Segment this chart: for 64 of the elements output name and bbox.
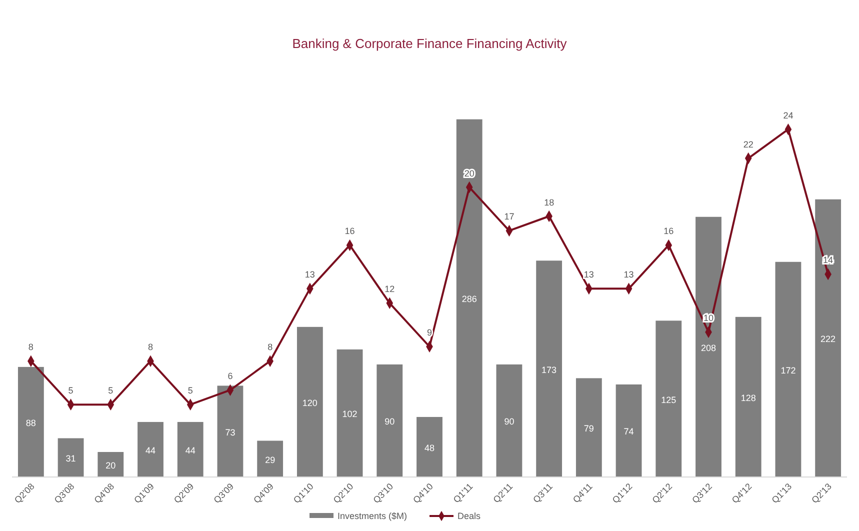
data-label: 79 xyxy=(584,424,594,434)
data-label: 9 xyxy=(426,328,432,338)
data-label: 20 xyxy=(106,460,116,470)
data-label: 6 xyxy=(228,371,233,382)
data-label: 125 xyxy=(661,394,676,405)
data-label: 24 xyxy=(783,110,794,120)
bar xyxy=(376,364,403,477)
bar xyxy=(58,438,84,477)
legend-label: Deals xyxy=(458,511,482,521)
data-label: 5 xyxy=(188,386,193,396)
data-label: 16 xyxy=(344,226,355,236)
bar xyxy=(336,349,363,477)
data-label: 16 xyxy=(664,226,674,236)
bar xyxy=(257,440,284,477)
data-label: 102 xyxy=(342,409,358,420)
data-label: 172 xyxy=(780,365,796,376)
data-label: 90 xyxy=(384,416,395,427)
data-label: 74 xyxy=(624,426,634,437)
data-label: 13 xyxy=(624,270,634,280)
bar xyxy=(616,384,642,477)
data-label: 12 xyxy=(384,284,395,294)
bar xyxy=(536,260,562,477)
data-label: 18 xyxy=(544,197,554,208)
data-label: 13 xyxy=(584,270,594,280)
bar xyxy=(217,386,244,477)
bar xyxy=(496,364,522,477)
bar xyxy=(775,262,802,477)
data-label: 222 xyxy=(820,334,836,344)
data-label: 5 xyxy=(68,386,74,396)
bar xyxy=(456,119,482,477)
data-label: 120 xyxy=(302,398,318,408)
data-label: 13 xyxy=(304,270,315,280)
data-label: 128 xyxy=(740,392,756,403)
bar xyxy=(138,422,164,477)
data-label: 44 xyxy=(145,445,156,456)
data-label: 90 xyxy=(504,416,514,427)
bar xyxy=(416,416,442,477)
data-label: 29 xyxy=(265,454,276,465)
bar xyxy=(98,452,124,477)
data-label: 44 xyxy=(185,445,196,456)
data-label: 22 xyxy=(743,139,754,150)
data-label: 73 xyxy=(225,427,236,438)
data-label: 8 xyxy=(268,342,273,352)
data-label: 208 xyxy=(700,342,716,353)
data-label: 48 xyxy=(424,442,435,453)
legend-label: Investments ($M) xyxy=(338,511,408,521)
data-label: 88 xyxy=(26,418,36,428)
data-label: 286 xyxy=(462,294,477,304)
bar xyxy=(815,199,842,477)
data-label: 17 xyxy=(504,212,514,222)
data-label: 20 xyxy=(464,168,474,178)
bar xyxy=(735,316,762,477)
bar xyxy=(576,378,602,477)
data-label: 173 xyxy=(542,364,557,375)
bar xyxy=(696,216,722,477)
bar xyxy=(296,326,323,477)
data-label: 5 xyxy=(108,386,114,396)
bar xyxy=(656,320,682,477)
bar xyxy=(177,422,204,477)
data-label: 8 xyxy=(28,342,34,352)
data-label: 31 xyxy=(66,454,76,464)
chart-title: Banking & Corporate Finance Financing Activity xyxy=(292,36,568,51)
bar xyxy=(18,366,44,477)
data-label: 8 xyxy=(148,342,154,352)
